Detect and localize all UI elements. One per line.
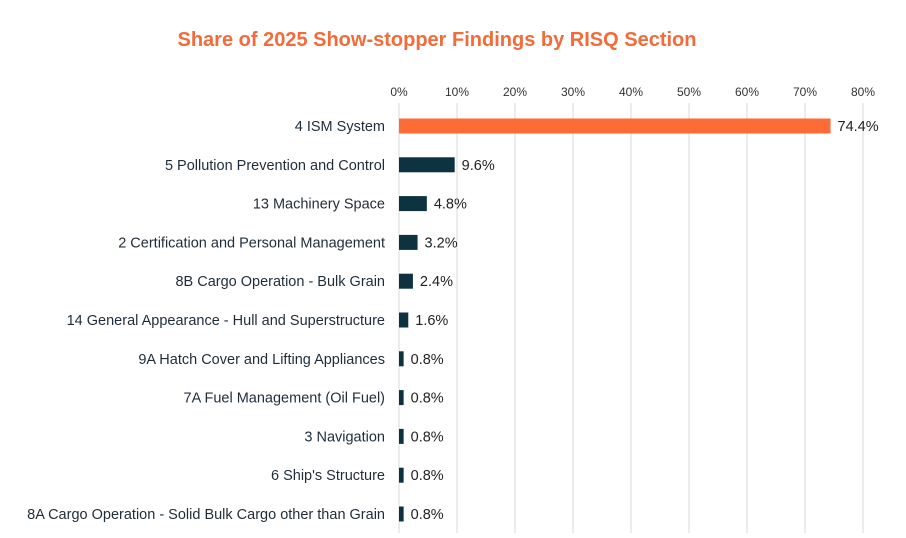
data-label: 0.8% bbox=[411, 507, 444, 523]
x-tick-label: 30% bbox=[561, 85, 585, 99]
category-label: 5 Pollution Prevention and Control bbox=[165, 158, 385, 174]
category-label: 6 Ship's Structure bbox=[271, 468, 385, 484]
category-label: 7A Fuel Management (Oil Fuel) bbox=[184, 391, 385, 407]
x-tick-label: 10% bbox=[445, 85, 469, 99]
data-label: 74.4% bbox=[838, 119, 879, 135]
bar bbox=[399, 235, 418, 250]
x-tick-label: 20% bbox=[503, 85, 527, 99]
x-tick-label: 50% bbox=[677, 85, 701, 99]
bars bbox=[399, 119, 831, 522]
category-labels: 4 ISM System 5 Pollution Prevention and C… bbox=[27, 119, 385, 523]
value-labels: 74.4% 9.6% 4.8% 3.2% 2.4% 1.6% 0.8% 0.8% 0.8% 0.8… bbox=[411, 119, 879, 523]
x-tick-label: 40% bbox=[619, 85, 643, 99]
bar bbox=[399, 390, 404, 405]
data-label: 2.4% bbox=[420, 274, 453, 290]
x-axis-ticks: 0% 10% 20% 30% 40% 50% 60% 70% 80% bbox=[390, 85, 875, 99]
category-label: 4 ISM System bbox=[295, 119, 385, 135]
category-label: 2 Certification and Personal Management bbox=[118, 235, 385, 251]
data-label: 4.8% bbox=[434, 197, 467, 213]
data-label: 0.8% bbox=[411, 391, 444, 407]
bar bbox=[399, 157, 455, 172]
x-tick-label: 80% bbox=[851, 85, 875, 99]
category-label: 8B Cargo Operation - Bulk Grain bbox=[175, 274, 385, 290]
data-label: 0.8% bbox=[411, 429, 444, 445]
bar bbox=[399, 351, 404, 366]
x-tick-label: 70% bbox=[793, 85, 817, 99]
category-label: 3 Navigation bbox=[304, 429, 385, 445]
x-tick-label: 0% bbox=[390, 85, 408, 99]
bar bbox=[399, 507, 404, 522]
category-label: 8A Cargo Operation - Solid Bulk Cargo ot… bbox=[27, 507, 385, 523]
data-label: 1.6% bbox=[415, 313, 448, 329]
bar bbox=[399, 313, 408, 328]
category-label: 14 General Appearance - Hull and Superst… bbox=[67, 313, 385, 329]
bar bbox=[399, 468, 404, 483]
bar bbox=[399, 429, 404, 444]
data-label: 0.8% bbox=[411, 352, 444, 368]
data-label: 9.6% bbox=[462, 158, 495, 174]
data-label: 3.2% bbox=[425, 235, 458, 251]
category-label: 13 Machinery Space bbox=[253, 197, 385, 213]
bar bbox=[399, 196, 427, 211]
data-label: 0.8% bbox=[411, 468, 444, 484]
bar-chart: 0% 10% 20% 30% 40% 50% 60% 70% 80% 4 ISM System 5… bbox=[0, 0, 906, 538]
category-label: 9A Hatch Cover and Lifting Appliances bbox=[138, 352, 385, 368]
bar bbox=[399, 119, 831, 134]
bar bbox=[399, 274, 413, 289]
x-tick-label: 60% bbox=[735, 85, 759, 99]
